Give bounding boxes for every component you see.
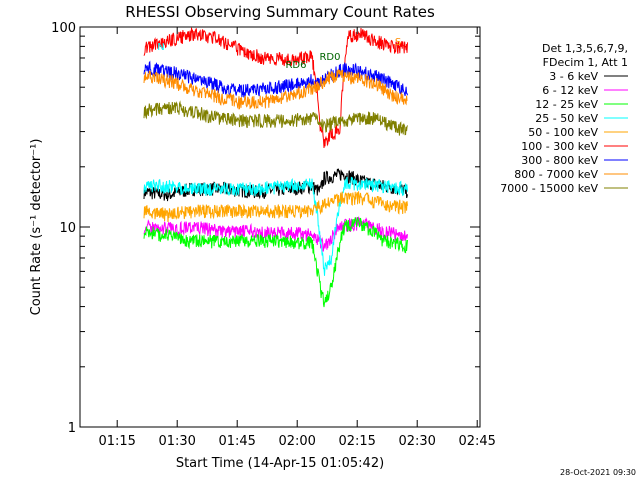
x-tick-label: 02:00	[278, 434, 315, 449]
chart-marks: N RD6 RD0 S	[143, 27, 408, 308]
annotation-label: S	[395, 37, 401, 48]
legend-header-line-1: Det 1,3,5,6,7,9,	[542, 42, 628, 55]
x-tick-label: 02:45	[458, 434, 495, 449]
x-axis-label: Start Time (14-Apr-15 01:05:42)	[176, 456, 384, 471]
series-line-3	[143, 217, 408, 308]
legend-entry-label: 100 - 300 keV	[521, 140, 598, 153]
legend-entry-label: 50 - 100 keV	[528, 126, 598, 139]
x-tick-label: 02:15	[338, 434, 375, 449]
axes: 01:15 01:30 01:45 02:00 02:15 02:30 02:45 1 10 10…	[51, 21, 496, 449]
y-tick-label: 10	[59, 221, 76, 236]
x-tick-label: 01:15	[98, 434, 135, 449]
legend-header-line-2: FDecim 1, Att 1	[543, 56, 628, 69]
series-line-2	[143, 216, 408, 252]
series-line-4	[143, 176, 408, 276]
y-tick-label: 1	[68, 421, 76, 436]
series-line-5	[143, 191, 408, 223]
series-line-8	[143, 68, 408, 110]
annotation-label: RD0	[319, 52, 340, 63]
legend-entry-label: 800 - 7000 keV	[514, 168, 598, 181]
legend-entry-label: 25 - 50 keV	[535, 112, 598, 125]
series-line-9	[143, 100, 408, 136]
legend-entry-label: 6 - 12 keV	[542, 84, 598, 97]
y-tick-label: 100	[51, 21, 76, 36]
series-line-6	[143, 27, 408, 149]
footer-date: 28-Oct-2021 09:30	[560, 468, 636, 477]
annotation-label: RD6	[285, 60, 306, 71]
y-axis-label: Count Rate (s⁻¹ detector⁻¹)	[29, 139, 44, 316]
x-tick-label: 01:45	[218, 434, 255, 449]
legend: Det 1,3,5,6,7,9, FDecim 1, Att 1 3 - 6 k…	[500, 42, 628, 195]
x-tick-label: 02:30	[398, 434, 435, 449]
annotation-label: N	[157, 42, 164, 53]
legend-entry-label: 12 - 25 keV	[535, 98, 598, 111]
legend-entry-label: 3 - 6 keV	[549, 70, 598, 83]
series-line-7	[143, 60, 408, 98]
legend-entry-label: 300 - 800 keV	[521, 154, 598, 167]
chart-title: RHESSI Observing Summary Count Rates	[125, 3, 435, 21]
x-tick-label: 01:30	[158, 434, 195, 449]
legend-entry-label: 7000 - 15000 keV	[500, 182, 598, 195]
